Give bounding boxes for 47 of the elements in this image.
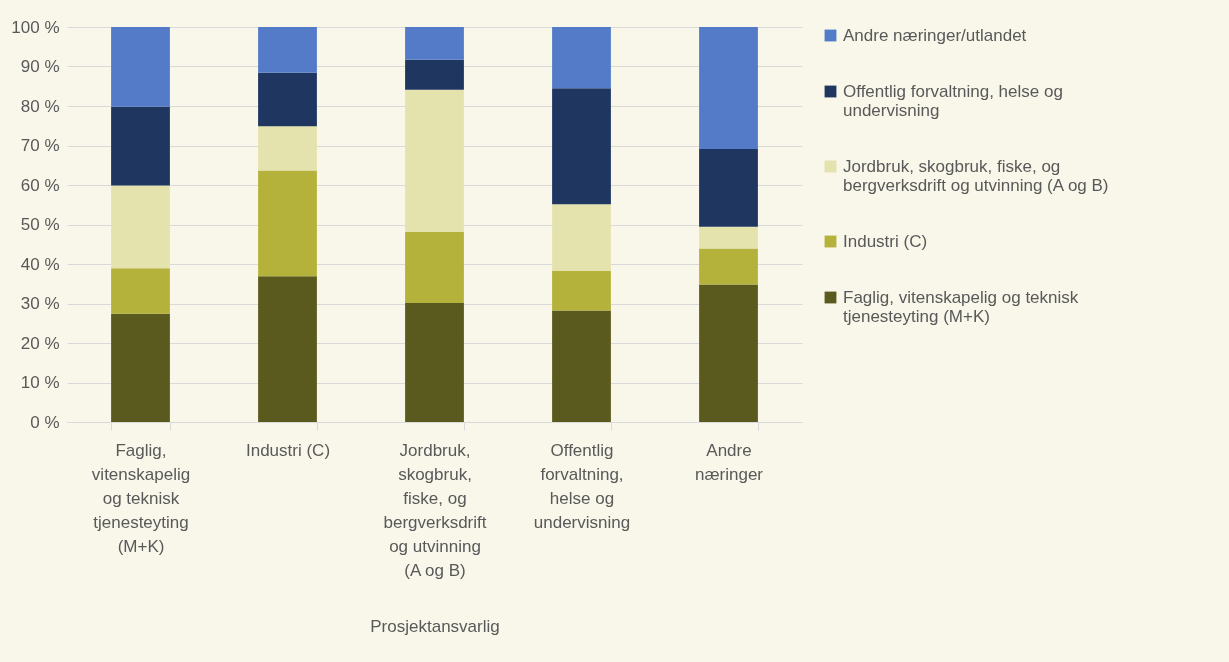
y-tick-label: 70 % <box>20 136 60 155</box>
y-tick-label: 50 % <box>20 215 60 234</box>
bar <box>699 149 758 227</box>
x-tick-label: Andre næringer <box>694 440 764 484</box>
bar <box>258 276 317 422</box>
x-axis-title: Prosjektansvarlig <box>370 616 500 636</box>
y-tick-label: 100 % <box>11 17 60 37</box>
bar <box>405 27 464 60</box>
bar <box>111 106 170 186</box>
bar <box>699 27 758 150</box>
bar <box>552 27 611 89</box>
bar <box>552 271 611 311</box>
bar <box>552 310 611 422</box>
x-tick-label: Faglig, vitenskapelig og teknisk tjenesteyting (M+K) <box>91 440 191 556</box>
bar <box>699 248 758 285</box>
y-tick-label: 80 % <box>20 96 60 116</box>
bar <box>111 313 170 422</box>
y-tick-label: 90 % <box>20 57 60 76</box>
x-tick-label: Offentlig forvaltning, helse og undervisning <box>533 440 631 532</box>
bar <box>405 232 464 304</box>
legend-label: Faglig, vitenskapelig og teknisk tjenesteyting (M+K) <box>843 287 1079 326</box>
bar <box>405 89 464 232</box>
bar <box>258 126 317 171</box>
bar <box>552 204 611 272</box>
y-tick-label: 0 % <box>30 412 60 432</box>
bar <box>405 59 464 90</box>
bar <box>111 268 170 314</box>
bar <box>258 27 317 73</box>
bar <box>111 185 170 269</box>
bar <box>258 72 317 127</box>
bar <box>699 226 758 249</box>
legend-label: Jordbruk, skogbruk, fiske, og bergverksdrift og utvinning (A og B) <box>843 156 1109 195</box>
x-tick-label: Industri (C) <box>245 440 331 460</box>
bar <box>258 170 317 277</box>
y-tick-label: 20 % <box>20 333 60 353</box>
bar <box>552 88 611 205</box>
bar <box>405 303 464 422</box>
bar <box>111 27 170 107</box>
y-tick-label: 30 % <box>20 294 60 313</box>
y-tick-label: 10 % <box>20 373 60 392</box>
legend-label: Andre næringer/utlandet <box>843 25 1027 45</box>
legend-label: Offentlig forvaltning, helse og undervisning <box>843 81 1063 120</box>
x-tick-label: Jordbruk, skogbruk, fiske, og bergverksdrift og utvinning (A og B) <box>383 440 487 580</box>
y-tick-label: 40 % <box>20 254 60 274</box>
bar <box>699 284 758 422</box>
legend-label: Industri (C) <box>843 231 928 251</box>
y-tick-label: 60 % <box>20 175 60 195</box>
